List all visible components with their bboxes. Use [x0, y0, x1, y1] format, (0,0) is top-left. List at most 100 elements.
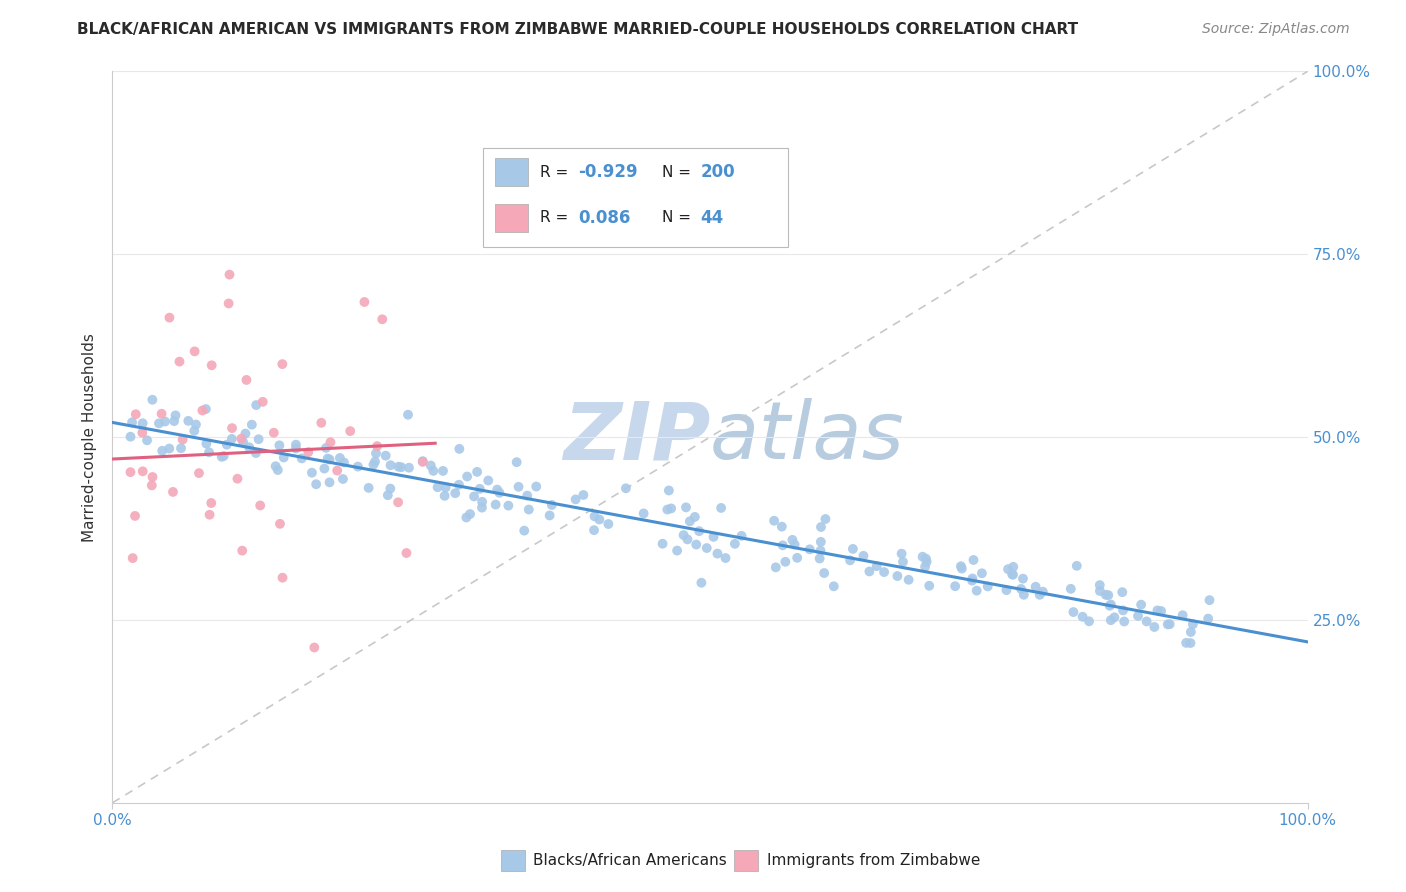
- Point: [918, 579, 941, 593]
- Point: [311, 416, 333, 430]
- Point: [598, 516, 620, 531]
- Point: [666, 543, 689, 558]
- Point: [897, 573, 920, 587]
- Point: [823, 579, 845, 593]
- Point: [1012, 572, 1035, 586]
- Point: [124, 508, 146, 523]
- Point: [1099, 613, 1122, 627]
- Point: [271, 357, 294, 371]
- Text: N =: N =: [662, 211, 696, 225]
- Point: [696, 541, 718, 555]
- Point: [170, 442, 193, 456]
- Point: [564, 492, 586, 507]
- Point: [169, 354, 191, 368]
- Point: [1078, 615, 1101, 629]
- Point: [235, 373, 257, 387]
- Point: [471, 495, 494, 509]
- Point: [1012, 588, 1035, 602]
- FancyBboxPatch shape: [484, 148, 787, 247]
- Point: [398, 460, 420, 475]
- Point: [1097, 588, 1119, 602]
- Text: 44: 44: [700, 209, 724, 227]
- Point: [463, 490, 485, 504]
- Point: [810, 543, 832, 558]
- Point: [714, 551, 737, 566]
- Point: [588, 512, 610, 526]
- Point: [318, 452, 340, 467]
- Point: [269, 516, 291, 531]
- Point: [1002, 559, 1025, 574]
- Point: [1088, 584, 1111, 599]
- Point: [1010, 582, 1032, 596]
- Point: [284, 437, 307, 451]
- Point: [304, 640, 326, 655]
- Point: [1060, 582, 1083, 596]
- Point: [339, 424, 361, 438]
- Point: [675, 500, 697, 515]
- Point: [814, 512, 837, 526]
- Point: [1025, 580, 1047, 594]
- Point: [141, 478, 163, 492]
- Point: [873, 565, 896, 579]
- Point: [890, 547, 912, 561]
- Point: [679, 514, 702, 528]
- Point: [583, 509, 606, 524]
- Point: [141, 392, 163, 407]
- Point: [387, 459, 409, 474]
- Point: [943, 579, 966, 593]
- Point: [702, 530, 724, 544]
- Text: R =: R =: [540, 165, 574, 180]
- Point: [710, 500, 733, 515]
- Point: [433, 489, 456, 503]
- Point: [842, 541, 865, 556]
- Point: [374, 449, 396, 463]
- Point: [183, 344, 205, 359]
- Point: [333, 455, 356, 469]
- Point: [419, 458, 441, 473]
- Point: [765, 560, 787, 574]
- Point: [249, 499, 271, 513]
- Point: [995, 583, 1018, 598]
- Point: [1088, 578, 1111, 592]
- Point: [1146, 603, 1168, 617]
- Point: [1111, 585, 1133, 599]
- Point: [380, 458, 402, 473]
- Point: [950, 561, 973, 575]
- Point: [183, 424, 205, 438]
- Point: [371, 312, 394, 326]
- Point: [891, 555, 914, 569]
- Point: [1094, 588, 1116, 602]
- Point: [273, 450, 295, 465]
- Point: [364, 446, 387, 460]
- Point: [157, 442, 180, 456]
- Point: [380, 482, 402, 496]
- Point: [221, 432, 243, 446]
- Point: [1181, 617, 1204, 632]
- Point: [319, 435, 342, 450]
- Point: [231, 432, 253, 446]
- Point: [810, 520, 832, 534]
- Point: [966, 583, 988, 598]
- Point: [235, 426, 257, 441]
- Point: [1136, 615, 1159, 629]
- Point: [1143, 620, 1166, 634]
- Point: [364, 455, 387, 469]
- Point: [188, 466, 211, 480]
- Point: [271, 571, 294, 585]
- Point: [477, 474, 499, 488]
- Bar: [495, 159, 529, 186]
- Point: [269, 438, 291, 452]
- Point: [172, 433, 194, 447]
- Point: [1098, 599, 1121, 613]
- Text: atlas: atlas: [710, 398, 905, 476]
- Point: [377, 488, 399, 502]
- Point: [412, 455, 434, 469]
- Point: [839, 553, 862, 567]
- Point: [291, 451, 314, 466]
- Point: [508, 480, 530, 494]
- Point: [198, 445, 221, 459]
- Point: [132, 464, 155, 478]
- Point: [914, 559, 936, 574]
- Point: [1198, 593, 1220, 607]
- Point: [582, 523, 605, 537]
